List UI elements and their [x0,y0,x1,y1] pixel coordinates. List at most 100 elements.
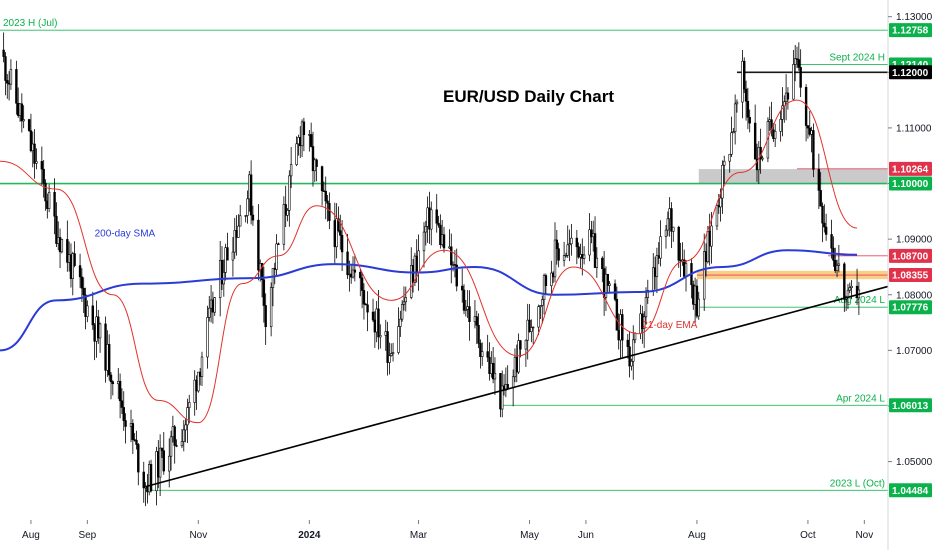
candle-body [570,237,573,245]
candle-body [269,287,273,328]
candle-body [366,304,369,313]
annotations: 200-day SMA 21-day EMA [95,228,698,331]
candle-body [666,218,670,231]
candle-body [477,324,480,344]
level-price-tag [889,65,932,80]
candle-body [501,385,504,410]
candle-body [142,471,145,489]
candle-body [71,253,74,279]
candle-body [173,426,176,446]
candle-body [284,204,287,216]
candle-body [390,353,393,356]
level-note: Apr 2024 L [836,393,885,404]
candle-body [462,289,466,311]
level-price-label: 1.04484 [892,486,929,497]
candles [2,32,861,507]
x-tick-label: Jun [578,530,594,541]
rising-trendline [145,285,889,488]
candle-body [823,222,826,228]
candle-body [830,234,833,249]
candle-body [66,239,69,263]
candle-body [206,317,209,358]
candle-body [111,381,115,385]
candle-body [659,236,662,259]
x-tick-label: Oct [800,530,816,541]
candle-body [644,297,648,318]
candle-body [442,234,446,249]
candle-body [246,198,249,216]
candle-body [655,255,659,277]
candle-body [733,103,737,133]
candle-body [346,251,349,276]
price-axis: 1.13000 1.12000 1.11000 1.10000 1.09000 1.080… [887,0,932,550]
candle-body [577,246,580,258]
candle-body [251,214,255,221]
candle-body [315,159,318,167]
candle-body [748,116,751,124]
candle-body [386,331,389,363]
candle-body [642,316,646,330]
level-note: 2023 H (Jul) [3,18,57,29]
candle-body [324,190,327,202]
candle-body [109,374,113,382]
candle-body [60,239,64,253]
candle-body [684,263,688,277]
candle-body [824,226,828,235]
candle-body [340,234,344,253]
candle-body [710,225,713,247]
series-line [0,249,858,352]
candle-body [275,243,278,270]
candle-body [180,441,184,447]
level-price-label: 1.12000 [892,68,929,79]
candle-body [821,205,824,224]
candle-body [400,304,404,320]
candle-body [819,190,822,207]
level-note: Aug 2024 L [834,295,886,306]
level-price-tag [889,398,932,413]
level-price-label: 1.10264 [892,164,929,175]
y-tick-label: 1.13000 [896,12,932,23]
candle-body [80,276,84,289]
candle-body [262,279,266,306]
level-price-label: 1.10000 [892,179,929,190]
candle-body [277,243,280,245]
candle-body [82,287,85,296]
candle-body [351,269,355,278]
level-price-tag [889,268,932,283]
candle-body [158,447,162,478]
candle-body [539,305,542,307]
candle-body [362,290,366,305]
candle-body [568,243,571,246]
candle-body [455,264,458,287]
level-note: 2023 L (Oct) [830,478,885,489]
candle-body [339,230,342,236]
candle-body [479,342,482,357]
candle-body [226,247,229,261]
candle-body [4,56,7,81]
candle-body [744,88,748,102]
candle-body [188,402,191,408]
candle-body [481,351,484,357]
zone [698,169,888,184]
series-annotation: 21-day EMA [642,320,697,331]
candle-body [795,58,799,60]
level-lines: 2023 H (Jul) Sept 2024 H Aug 2024 L Apr 202… [0,18,888,491]
candle-body [40,161,44,170]
candle-body [703,251,706,300]
candle-body [564,254,568,257]
level-price-label: 1.08355 [892,271,929,282]
candle-body [360,277,364,291]
candle-body [137,444,140,473]
candle-body [743,60,746,90]
candle-body [735,101,739,105]
candle-body [399,318,402,327]
candle-body [184,424,187,431]
candle-body [33,143,36,164]
candle-body [98,323,102,339]
candle-body [793,58,797,65]
candle-body [237,225,240,238]
indicator-lines [0,99,858,424]
candle-body [450,246,453,266]
candle-body [302,121,306,136]
